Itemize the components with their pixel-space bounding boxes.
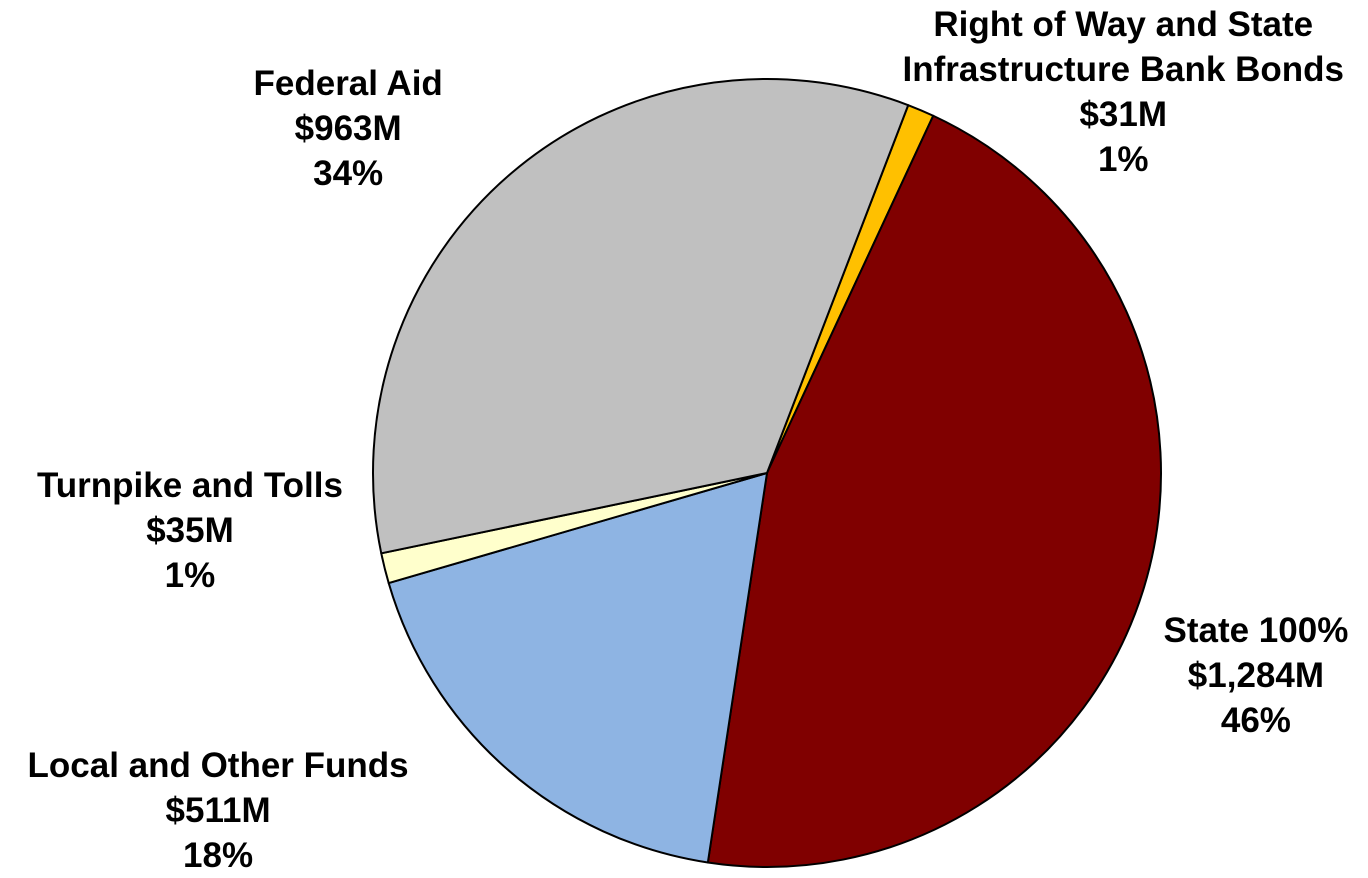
slice-label-amount: $31M bbox=[1079, 95, 1168, 134]
slice-label-name: Turnpike and Tolls bbox=[37, 465, 343, 505]
slice-label-federal-aid: Federal Aid $963M 34% bbox=[254, 61, 443, 196]
slice-label-percent: 18% bbox=[183, 836, 254, 875]
pie-slice-federal-aid bbox=[371, 78, 910, 555]
slice-label-amount: $511M bbox=[165, 791, 271, 830]
slice-label-percent: 34% bbox=[313, 153, 384, 193]
slice-label-name: Right of Way and State bbox=[933, 5, 1314, 44]
slice-label-percent: 1% bbox=[164, 555, 216, 595]
slice-label-name: Local and Other Funds bbox=[27, 746, 409, 785]
slice-label-right-of-way-and-state-infrastructure-bank-bonds: Right of Way and State Infrastructure Ban… bbox=[903, 2, 1344, 182]
pie-slice-local-and-other-funds bbox=[387, 472, 768, 864]
slice-label-state-100: State 100% $1,284M 46% bbox=[1164, 608, 1349, 743]
slice-label-name: Federal Aid bbox=[253, 63, 443, 103]
slice-label-amount: $35M bbox=[146, 510, 234, 550]
slice-label-local-and-other-funds: Local and Other Funds $511M 18% bbox=[28, 743, 409, 878]
slice-label-amount: $963M bbox=[294, 108, 402, 148]
pie-slice-state-100 bbox=[706, 114, 1162, 868]
slice-label-name: Infrastructure Bank Bonds bbox=[902, 50, 1344, 89]
slice-label-turnpike-and-tolls: Turnpike and Tolls $35M 1% bbox=[37, 463, 343, 598]
slice-label-name: State 100% bbox=[1163, 610, 1349, 650]
slice-label-percent: 46% bbox=[1220, 700, 1291, 740]
slice-label-percent: 1% bbox=[1097, 140, 1149, 179]
slice-label-amount: $1,284M bbox=[1187, 655, 1325, 695]
